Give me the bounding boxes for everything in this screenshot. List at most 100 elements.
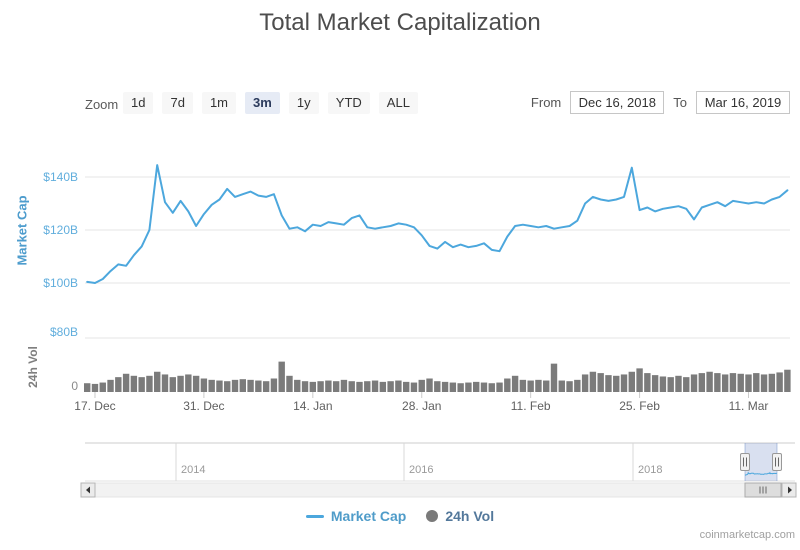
volume-bar <box>99 382 106 392</box>
navigator-left-handle[interactable] <box>740 453 750 471</box>
x-tick-label: 28. Jan <box>402 399 442 413</box>
volume-bar <box>115 377 122 392</box>
volume-bar <box>465 382 472 392</box>
volume-bar <box>402 381 410 392</box>
volume-bar <box>130 375 138 392</box>
range-button-all[interactable]: ALL <box>378 92 418 114</box>
volume-bar <box>721 374 729 392</box>
x-tick-label: 14. Jan <box>293 399 333 413</box>
volume-bar <box>636 368 643 392</box>
x-tick-label: 31. Dec <box>183 399 225 413</box>
volume-bar <box>605 375 612 392</box>
volume-bar <box>566 381 573 392</box>
x-tick-label: 11. Feb <box>510 399 551 413</box>
volume-bar <box>449 382 457 392</box>
volume-bar <box>410 382 418 392</box>
range-buttons: 1d 7d 1m 3m 1y YTD ALL <box>123 92 418 114</box>
scrollbar-left-arrow-icon <box>86 486 90 494</box>
chart-title: Total Market Capitalization <box>259 9 541 36</box>
from-label: From <box>530 95 562 110</box>
price-tick-label: $120B <box>43 223 78 237</box>
volume-bar <box>278 361 285 392</box>
volume-bar <box>426 378 433 392</box>
volume-bar <box>332 381 340 392</box>
volume-bar <box>745 374 752 392</box>
legend-dot-icon <box>426 510 439 522</box>
volume-bar <box>519 379 527 392</box>
volume-bar <box>558 380 565 392</box>
x-tick-label: 17. Dec <box>74 399 116 413</box>
volume-bar <box>84 383 91 392</box>
scrollbar-right-arrow-icon <box>788 486 792 494</box>
volume-bar <box>161 374 169 392</box>
volume-bar <box>473 381 480 392</box>
volume-bar <box>628 371 635 392</box>
volume-bar <box>714 373 721 392</box>
volume-bar <box>146 375 153 392</box>
volume-bar <box>496 382 503 392</box>
range-button-1m[interactable]: 1m <box>201 92 236 114</box>
volume-bar <box>200 378 208 392</box>
volume-bar <box>690 374 698 392</box>
volume-bar <box>325 380 332 392</box>
x-tick-label: 11. Mar <box>728 399 769 413</box>
scrollbar-track[interactable] <box>94 482 783 498</box>
volume-bar <box>262 381 270 392</box>
volume-tick-label: $80B <box>49 325 78 339</box>
range-button-ytd[interactable]: YTD <box>327 92 370 114</box>
legend-item-market-cap[interactable]: Market Cap <box>305 508 407 524</box>
volume-bar <box>379 381 387 392</box>
navigator-year-label: 2016 <box>409 464 434 476</box>
volume-bar <box>138 377 145 392</box>
volume-bar <box>364 381 371 392</box>
to-date-input[interactable] <box>696 91 790 114</box>
volume-bar <box>620 374 628 392</box>
volume-bar <box>356 381 363 392</box>
volume-bar <box>301 381 309 392</box>
legend-item-label: Market Cap <box>330 508 407 524</box>
volume-bar <box>589 371 597 392</box>
volume-bar <box>192 375 200 392</box>
volume-bar <box>418 379 425 392</box>
volume-bar <box>535 379 542 392</box>
x-tick-label: 25. Feb <box>619 399 660 413</box>
volume-bar <box>768 373 776 392</box>
volume-bar <box>574 379 581 392</box>
legend: Market Cap 24h Vol <box>0 508 800 524</box>
watermark: coinmarketcap.com <box>699 529 795 541</box>
zoom-label: Zoom <box>85 97 119 112</box>
volume-bar <box>107 379 114 392</box>
from-date-input[interactable] <box>570 91 665 114</box>
price-tick-label: $140B <box>43 170 78 184</box>
range-button-1y[interactable]: 1y <box>288 92 319 114</box>
volume-bar <box>511 375 519 392</box>
volume-bar <box>659 376 667 392</box>
volume-bar <box>651 375 659 392</box>
range-button-1d[interactable]: 1d <box>123 92 154 114</box>
volume-bar <box>706 371 713 392</box>
navigator-right-handle[interactable] <box>772 453 782 471</box>
volume-bar <box>317 381 324 392</box>
date-range-inputs: From To <box>531 91 790 114</box>
volume-bar <box>698 373 706 392</box>
volume-bar <box>371 380 379 392</box>
volume-bar <box>91 383 99 392</box>
range-button-3m[interactable]: 3m <box>245 92 280 114</box>
volume-bar <box>457 383 464 392</box>
legend-item-24h-vol[interactable]: 24h Vol <box>426 508 494 524</box>
volume-bar <box>224 381 231 392</box>
volume-bar <box>154 371 161 392</box>
volume-bar <box>387 381 394 392</box>
legend-item-label: 24h Vol <box>445 508 495 524</box>
range-button-7d[interactable]: 7d <box>162 92 193 114</box>
navigator-year-label: 2014 <box>181 464 206 476</box>
volume-bar <box>247 379 254 392</box>
volume-bar <box>737 373 744 392</box>
volume-bar <box>286 375 293 392</box>
volume-bar <box>644 373 651 392</box>
volume-bar <box>231 379 239 392</box>
volume-bar <box>729 373 737 392</box>
volume-bar <box>581 374 589 392</box>
volume-bar <box>177 375 184 392</box>
